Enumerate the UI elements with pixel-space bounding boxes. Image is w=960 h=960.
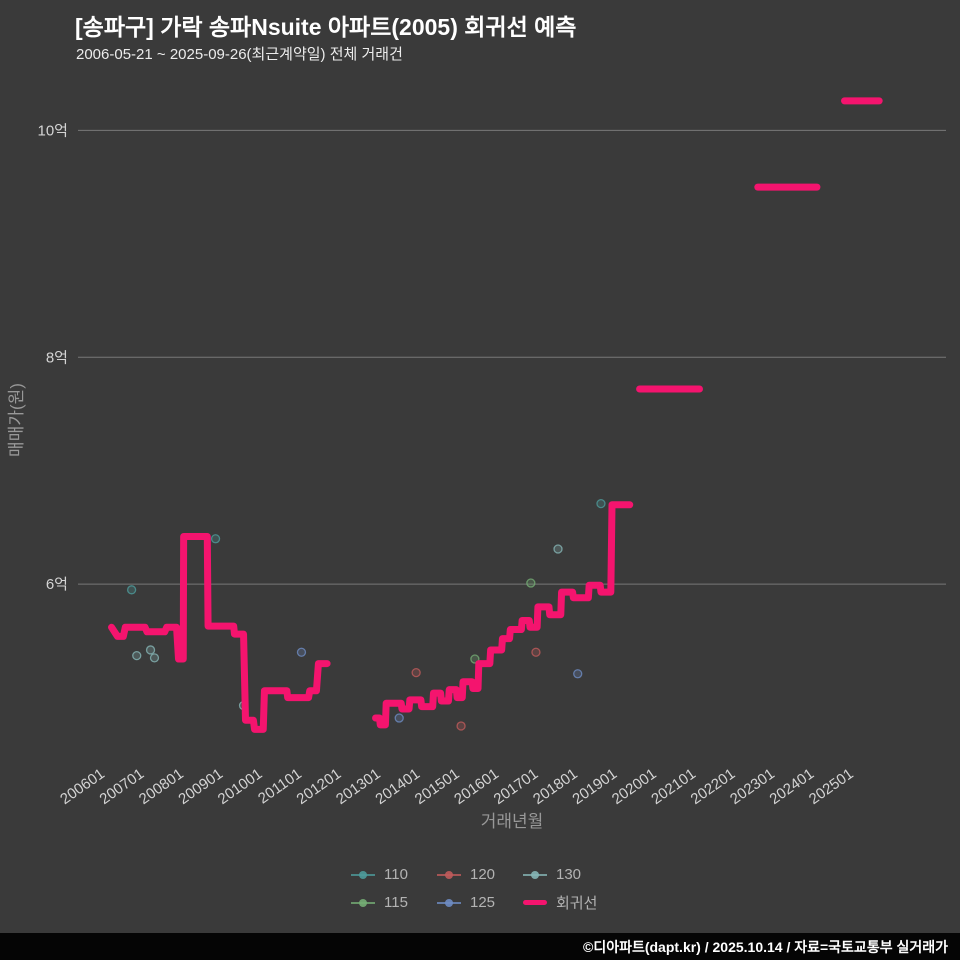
scatter-point-130 — [149, 653, 160, 663]
legend-label: 120 — [470, 866, 496, 883]
legend-label: 110 — [384, 866, 408, 883]
legend-marker-icon — [351, 870, 375, 880]
legend-label: 125 — [470, 894, 496, 911]
legend-item-회귀선[interactable]: 회귀선 — [523, 892, 609, 913]
chart-title: [송파구] 가락 송파Nsuite 아파트(2005) 회귀선 예측 — [75, 14, 577, 40]
x-tick-label: 201301 — [333, 765, 384, 808]
legend-item-125[interactable]: 125 — [437, 892, 523, 913]
x-tick-label: 202001 — [609, 765, 660, 808]
legend-marker-icon — [523, 870, 547, 880]
x-tick-label: 200701 — [97, 765, 148, 808]
x-tick-label: 202401 — [766, 765, 817, 808]
x-tick-label: 202101 — [648, 765, 699, 808]
x-tick-label: 202201 — [688, 765, 739, 808]
scatter-point-110 — [596, 498, 606, 509]
legend-marker-icon — [437, 898, 461, 908]
legend-label: 회귀선 — [556, 895, 598, 912]
scatter-point-120 — [531, 647, 541, 657]
x-tick-label: 201701 — [491, 765, 542, 808]
regression-line — [372, 501, 634, 729]
scatter-point-120 — [411, 667, 421, 678]
scatter-point-130 — [145, 645, 156, 655]
x-tick-label: 201201 — [294, 765, 345, 808]
scatter-point-110 — [210, 534, 221, 544]
y-tick-label: 8억 — [46, 349, 68, 366]
x-tick-label: 201501 — [412, 765, 463, 808]
legend-label: 115 — [384, 894, 408, 911]
legend-marker-icon — [437, 870, 461, 880]
scatter-point-110 — [126, 585, 137, 595]
chart-legend: 110 120 130 115 125 회귀선 — [0, 866, 960, 913]
chart-subtitle: 2006-05-21 ~ 2025-09-26(최근계약일) 전체 거래건 — [76, 46, 403, 63]
scatter-point-115 — [526, 578, 536, 588]
y-tick-label: 10억 — [38, 122, 69, 139]
scatter-point-130 — [132, 650, 142, 661]
scatter-point-120 — [456, 721, 466, 731]
legend-label: 130 — [556, 866, 582, 883]
footer-bar: ©디아파트(dapt.kr) / 2025.10.14 / 자료=국토교통부 실… — [0, 933, 960, 960]
legend-item-115[interactable]: 115 — [351, 892, 437, 913]
y-axis-title: 매매가(원) — [7, 383, 26, 457]
legend-marker-icon — [523, 898, 547, 908]
scatter-point-125 — [296, 647, 307, 657]
x-tick-label: 200601 — [57, 765, 108, 808]
regression-line — [108, 533, 331, 733]
x-tick-label: 202301 — [727, 765, 778, 808]
scatter-point-130 — [553, 544, 563, 554]
scatter-point-125 — [573, 669, 583, 679]
x-tick-label: 200901 — [175, 765, 226, 808]
x-tick-label: 201001 — [215, 765, 266, 808]
legend-marker-icon — [351, 898, 375, 908]
legend-item-110[interactable]: 110 — [351, 866, 437, 883]
legend-item-120[interactable]: 120 — [437, 866, 523, 883]
x-tick-label: 201901 — [569, 765, 620, 808]
y-tick-label: 6억 — [46, 576, 68, 593]
x-tick-label: 200801 — [136, 765, 187, 808]
x-tick-label: 202501 — [806, 765, 857, 808]
x-tick-label: 201401 — [372, 765, 423, 808]
legend-item-130[interactable]: 130 — [523, 866, 609, 883]
x-tick-label: 201601 — [451, 765, 502, 808]
x-tick-label: 201801 — [530, 765, 581, 808]
x-axis-title: 거래년월 — [481, 812, 544, 831]
footer-credit: ©디아파트(dapt.kr) / 2025.10.14 / 자료=국토교통부 실… — [583, 938, 948, 955]
scatter-point-125 — [394, 713, 404, 723]
